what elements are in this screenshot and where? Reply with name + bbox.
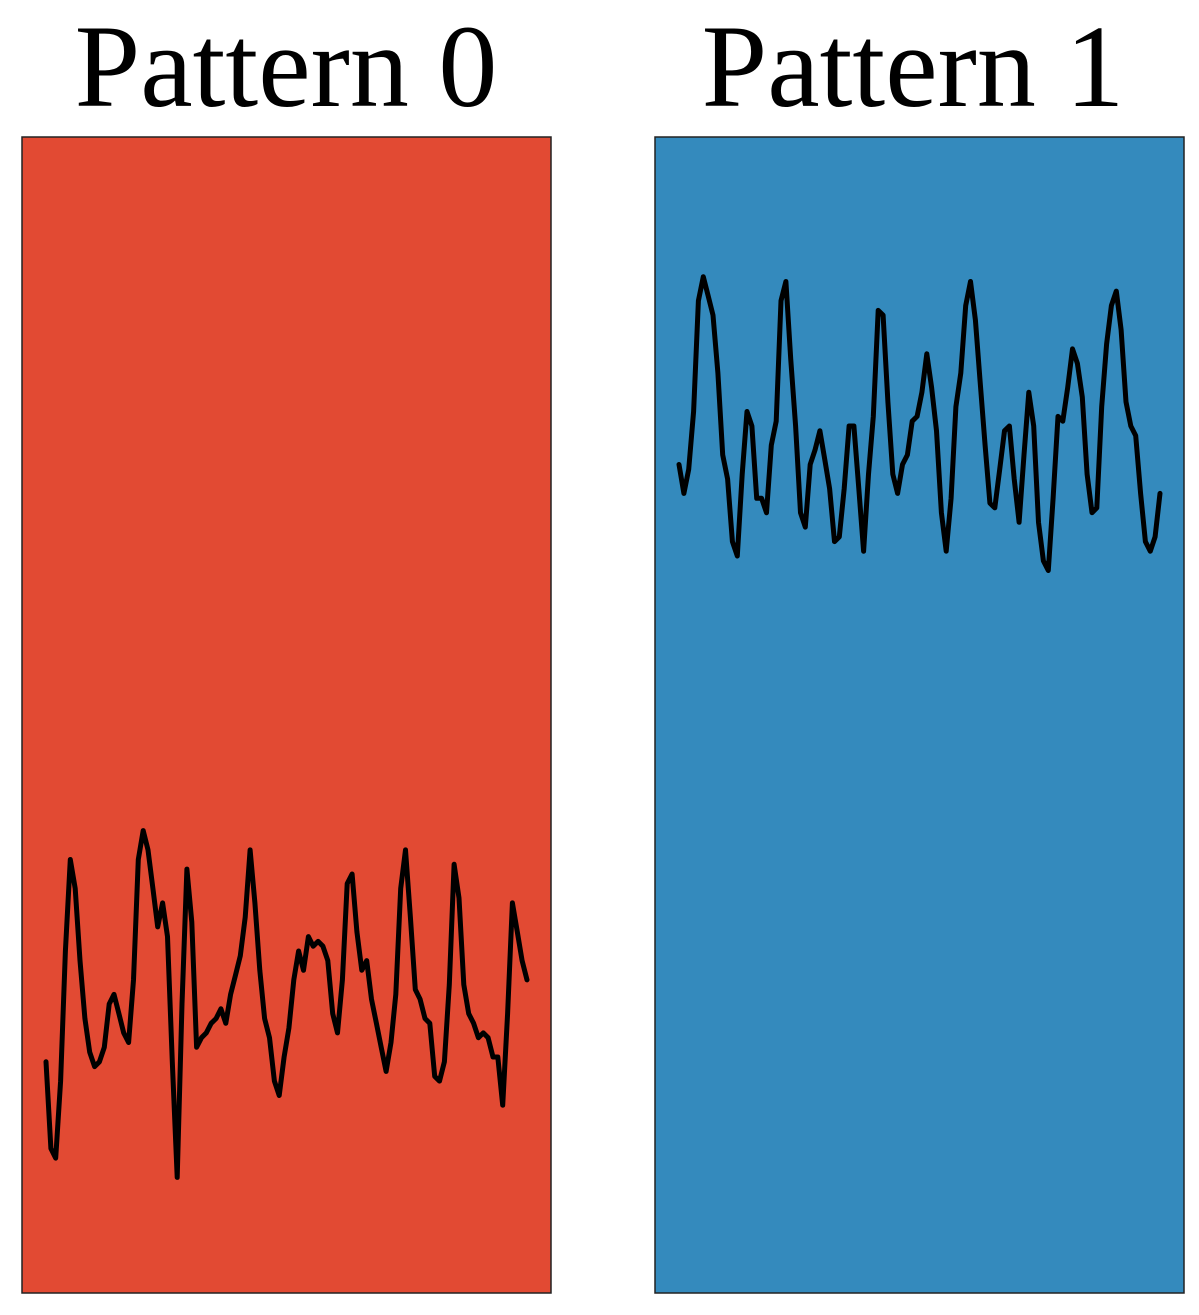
series-line-pattern-1 bbox=[676, 274, 1163, 573]
panel-title-pattern-0: Pattern 0 bbox=[75, 1, 498, 132]
panel-background-pattern-0 bbox=[21, 136, 552, 1294]
panel-background-pattern-1 bbox=[654, 136, 1185, 1294]
panel-pattern-1: Pattern 1 bbox=[654, 1, 1185, 1294]
panel-pattern-0: Pattern 0 bbox=[21, 1, 552, 1294]
series-line-pattern-0 bbox=[43, 828, 530, 1180]
panel-title-pattern-1: Pattern 1 bbox=[702, 1, 1125, 132]
